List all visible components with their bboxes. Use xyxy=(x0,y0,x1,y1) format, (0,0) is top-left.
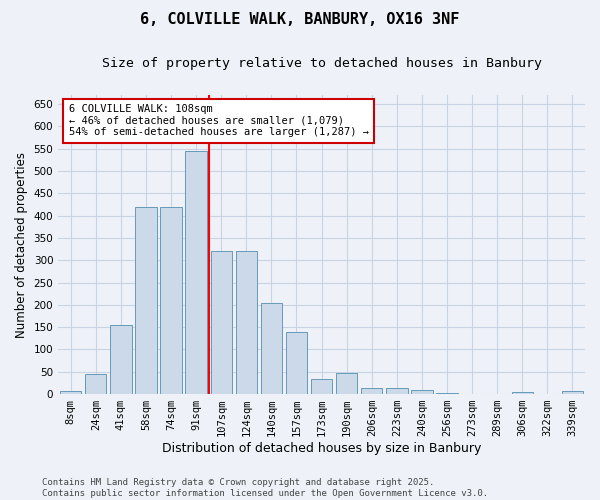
Y-axis label: Number of detached properties: Number of detached properties xyxy=(15,152,28,338)
Bar xyxy=(336,372,358,394)
Bar xyxy=(411,390,433,394)
Title: Size of property relative to detached houses in Banbury: Size of property relative to detached ho… xyxy=(101,58,542,70)
Bar xyxy=(185,151,207,394)
Bar xyxy=(512,392,533,394)
Bar xyxy=(286,332,307,394)
Bar xyxy=(361,388,382,394)
Bar xyxy=(160,207,182,394)
Bar xyxy=(85,374,106,394)
Bar xyxy=(386,388,407,394)
Bar xyxy=(236,252,257,394)
Bar xyxy=(261,302,282,394)
Bar xyxy=(136,207,157,394)
Bar xyxy=(311,380,332,394)
Bar xyxy=(211,252,232,394)
Text: 6, COLVILLE WALK, BANBURY, OX16 3NF: 6, COLVILLE WALK, BANBURY, OX16 3NF xyxy=(140,12,460,28)
Text: Contains HM Land Registry data © Crown copyright and database right 2025.
Contai: Contains HM Land Registry data © Crown c… xyxy=(42,478,488,498)
Bar xyxy=(436,392,458,394)
Bar xyxy=(60,390,82,394)
Bar xyxy=(562,392,583,394)
X-axis label: Distribution of detached houses by size in Banbury: Distribution of detached houses by size … xyxy=(162,442,481,455)
Text: 6 COLVILLE WALK: 108sqm
← 46% of detached houses are smaller (1,079)
54% of semi: 6 COLVILLE WALK: 108sqm ← 46% of detache… xyxy=(69,104,369,138)
Bar xyxy=(110,325,131,394)
